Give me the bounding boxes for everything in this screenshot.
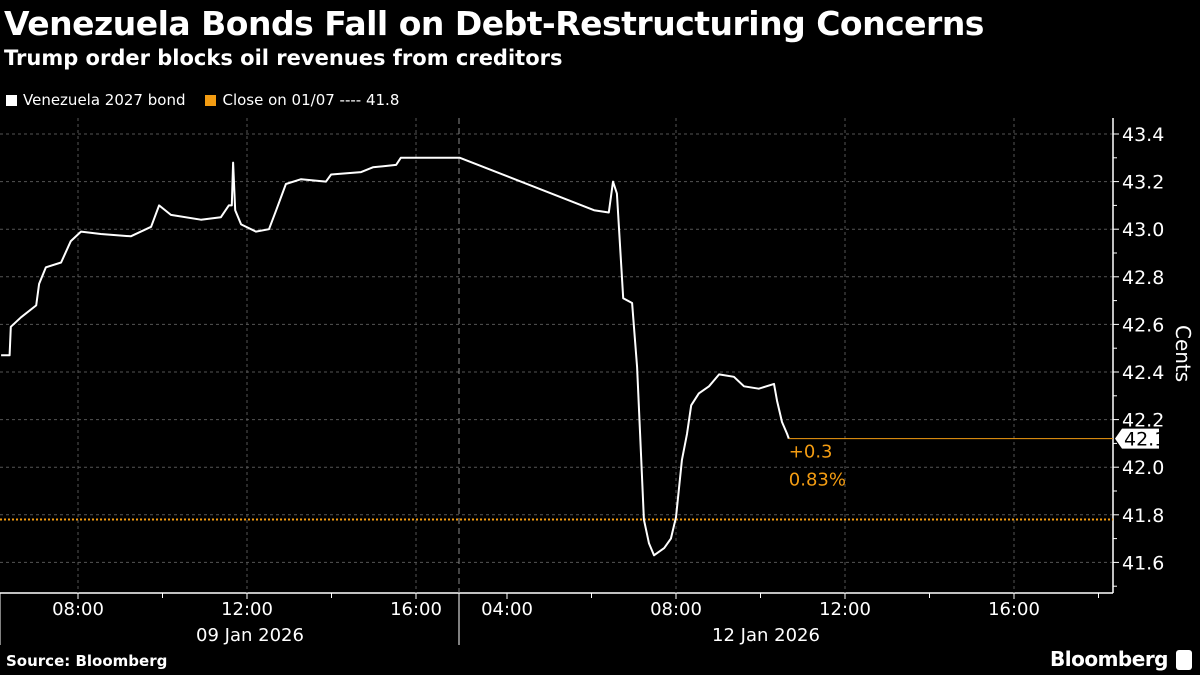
x-tick-label: 08:00 <box>52 599 104 620</box>
last-value-label: 42.1 <box>1124 429 1166 451</box>
y-axis-label: Cents <box>1171 325 1195 382</box>
y-tick-label: 43.0 <box>1122 219 1164 241</box>
y-tick-label: 42.0 <box>1122 457 1164 479</box>
y-tick-label: 42.8 <box>1122 267 1164 289</box>
series-line-venezuela-2027 <box>1 156 790 557</box>
y-tick-label: 41.8 <box>1122 505 1164 527</box>
source-note: Source: Bloomberg <box>6 652 168 670</box>
legend-series-label: Venezuela 2027 bond <box>23 91 186 109</box>
x-tick-label: 12:00 <box>819 599 871 620</box>
y-tick-label: 43.2 <box>1122 172 1164 194</box>
y-tick-label: 42.4 <box>1122 362 1164 384</box>
x-tick-label: 16:00 <box>390 599 442 620</box>
y-tick-label: 41.6 <box>1122 552 1164 574</box>
x-tick-label: 16:00 <box>988 599 1040 620</box>
bloomberg-terminal-icon <box>1176 650 1192 670</box>
last-value-badge <box>1115 428 1159 449</box>
series-swatch-icon <box>6 94 17 106</box>
close-swatch-icon <box>205 94 217 106</box>
legend: Venezuela 2027 bond Close on 01/07 ---- … <box>6 91 399 109</box>
bloomberg-logo: Bloomberg <box>1050 647 1168 671</box>
day-label: 12 Jan 2026 <box>712 625 820 646</box>
day-label: 09 Jan 2026 <box>196 625 304 646</box>
legend-close-label: Close on 01/07 ---- 41.8 <box>222 91 400 109</box>
change-abs-label: +0.3 <box>789 442 833 463</box>
x-tick-label: 08:00 <box>650 599 702 620</box>
chart-subtitle: Trump order blocks oil revenues from cre… <box>4 46 563 70</box>
x-tick-label: 12:00 <box>221 599 273 620</box>
x-tick-label: 04:00 <box>481 599 533 620</box>
chart-title: Venezuela Bonds Fall on Debt-Restructuri… <box>4 4 984 43</box>
y-tick-label: 42.2 <box>1122 410 1164 432</box>
y-tick-label: 43.4 <box>1122 124 1164 146</box>
change-pct-label: 0.83% <box>789 470 846 491</box>
y-tick-label: 42.6 <box>1122 314 1164 336</box>
